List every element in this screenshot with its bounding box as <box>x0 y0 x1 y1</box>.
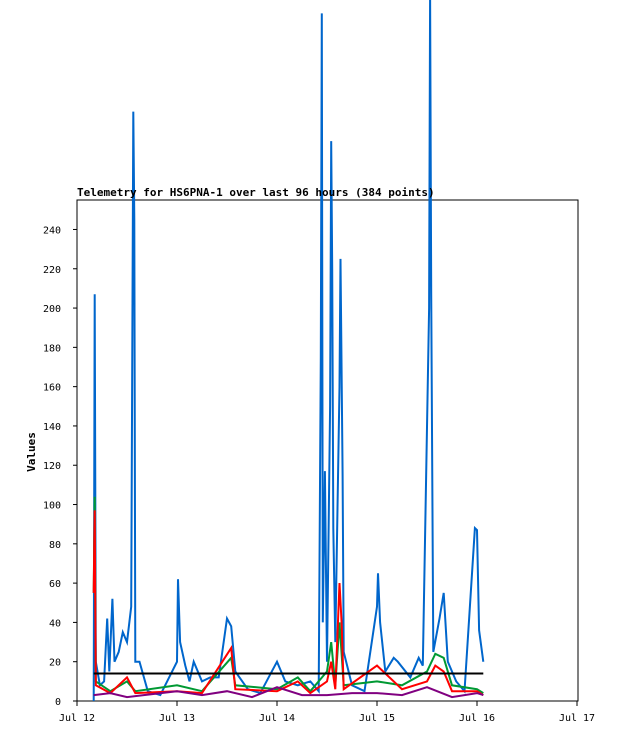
y-tick-label: 220 <box>43 265 61 276</box>
y-tick-label: 140 <box>43 422 61 433</box>
series-line-3 <box>92 510 484 696</box>
x-tick-label: Jul 16 <box>459 713 495 724</box>
y-tick-label: 20 <box>49 658 61 669</box>
y-tick-label: 0 <box>55 697 61 708</box>
chart-title: Telemetry for HS6PNA-1 over last 96 hour… <box>77 186 435 199</box>
y-tick-label: 200 <box>43 304 61 315</box>
x-tick-label: Jul 12 <box>59 713 95 724</box>
x-tick-label: Jul 14 <box>259 713 295 724</box>
series-line-4 <box>93 686 484 699</box>
y-tick-label: 80 <box>49 540 61 551</box>
plot-frame <box>76 199 579 702</box>
y-tick-label: 40 <box>49 618 61 629</box>
x-tick-label: Jul 17 <box>559 713 595 724</box>
series-line-2 <box>92 496 484 694</box>
y-tick-label: 60 <box>49 579 61 590</box>
x-tick-label: Jul 15 <box>359 713 395 724</box>
y-tick-label: 120 <box>43 461 61 472</box>
series-line-1 <box>92 0 485 701</box>
axis-layer: 0 20 40 60 80 100 120 140 160 180 200 220 240 Jul 12 J… <box>43 225 595 724</box>
x-tick-label: Jul 13 <box>159 713 195 724</box>
y-tick-label: 160 <box>43 383 61 394</box>
y-axis-label: Values <box>25 432 38 472</box>
y-tick-label: 240 <box>43 225 61 236</box>
y-tick-label: 100 <box>43 501 61 512</box>
y-tick-label: 180 <box>43 343 61 354</box>
series-layer <box>92 0 485 701</box>
